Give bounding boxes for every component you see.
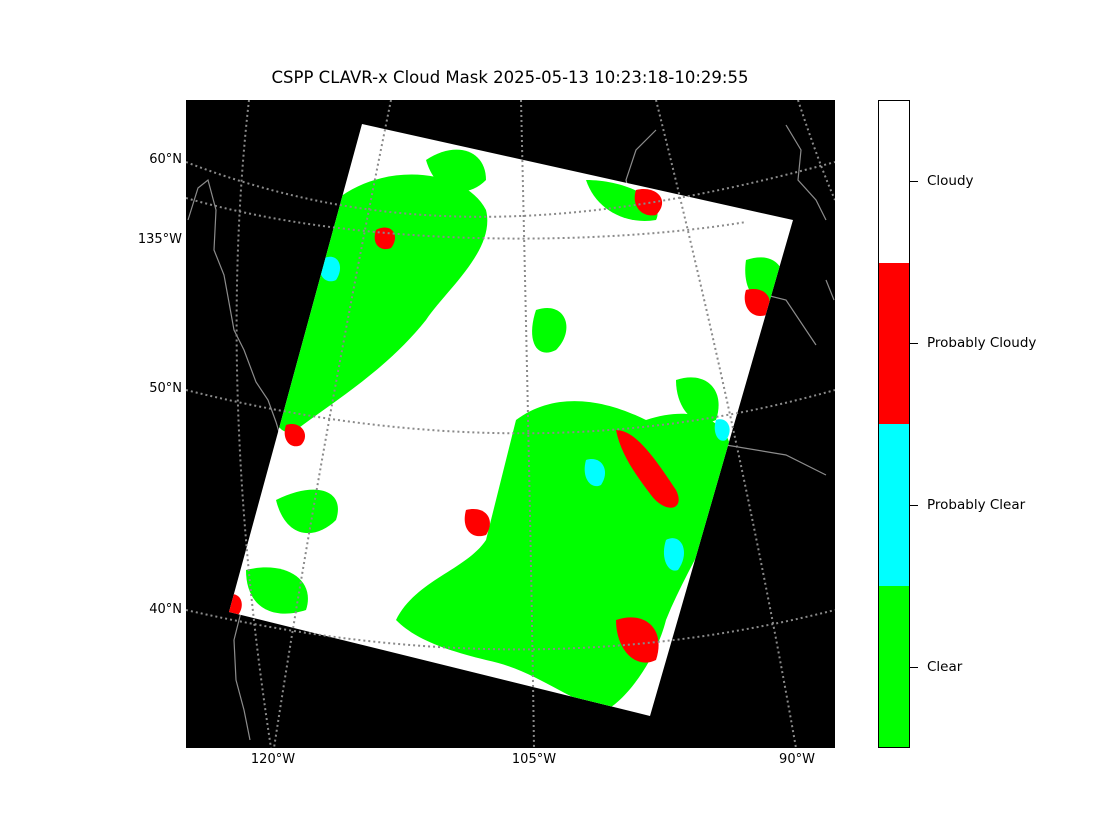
colorbar-segment-probably-cloudy: [879, 262, 909, 424]
lon-label-105w: 105°W: [511, 752, 557, 767]
colorbar-label-cloudy: Cloudy: [927, 173, 974, 189]
lat-label-50n: 50°N: [149, 381, 182, 396]
lat-label-60n: 60°N: [149, 152, 182, 167]
colorbar-segment-cloudy: [879, 101, 909, 263]
lon-label-120w: 120°W: [250, 752, 296, 767]
colorbar-label-probably-cloudy: Probably Cloudy: [927, 335, 1037, 351]
colorbar-label-probably-clear: Probably Clear: [927, 497, 1026, 513]
colorbar-label-clear: Clear: [927, 659, 963, 675]
lon-label-90w: 90°W: [779, 752, 815, 767]
lat-label-40n: 40°N: [149, 602, 182, 617]
map-title: CSPP CLAVR-x Cloud Mask 2025-05-13 10:23…: [271, 68, 749, 87]
graticule: [186, 100, 835, 748]
lon-label-135w: 135°W: [137, 232, 182, 247]
colorbar-segment-probably-clear: [879, 424, 909, 586]
colorbar-tick: [910, 181, 918, 182]
colorbar-tick: [910, 667, 918, 668]
colorbar-tick: [910, 343, 918, 344]
colorbar-segment-clear: [879, 585, 909, 747]
cloud-mask-map: [186, 100, 835, 748]
colorbar: [878, 100, 910, 748]
colorbar-tick: [910, 505, 918, 506]
